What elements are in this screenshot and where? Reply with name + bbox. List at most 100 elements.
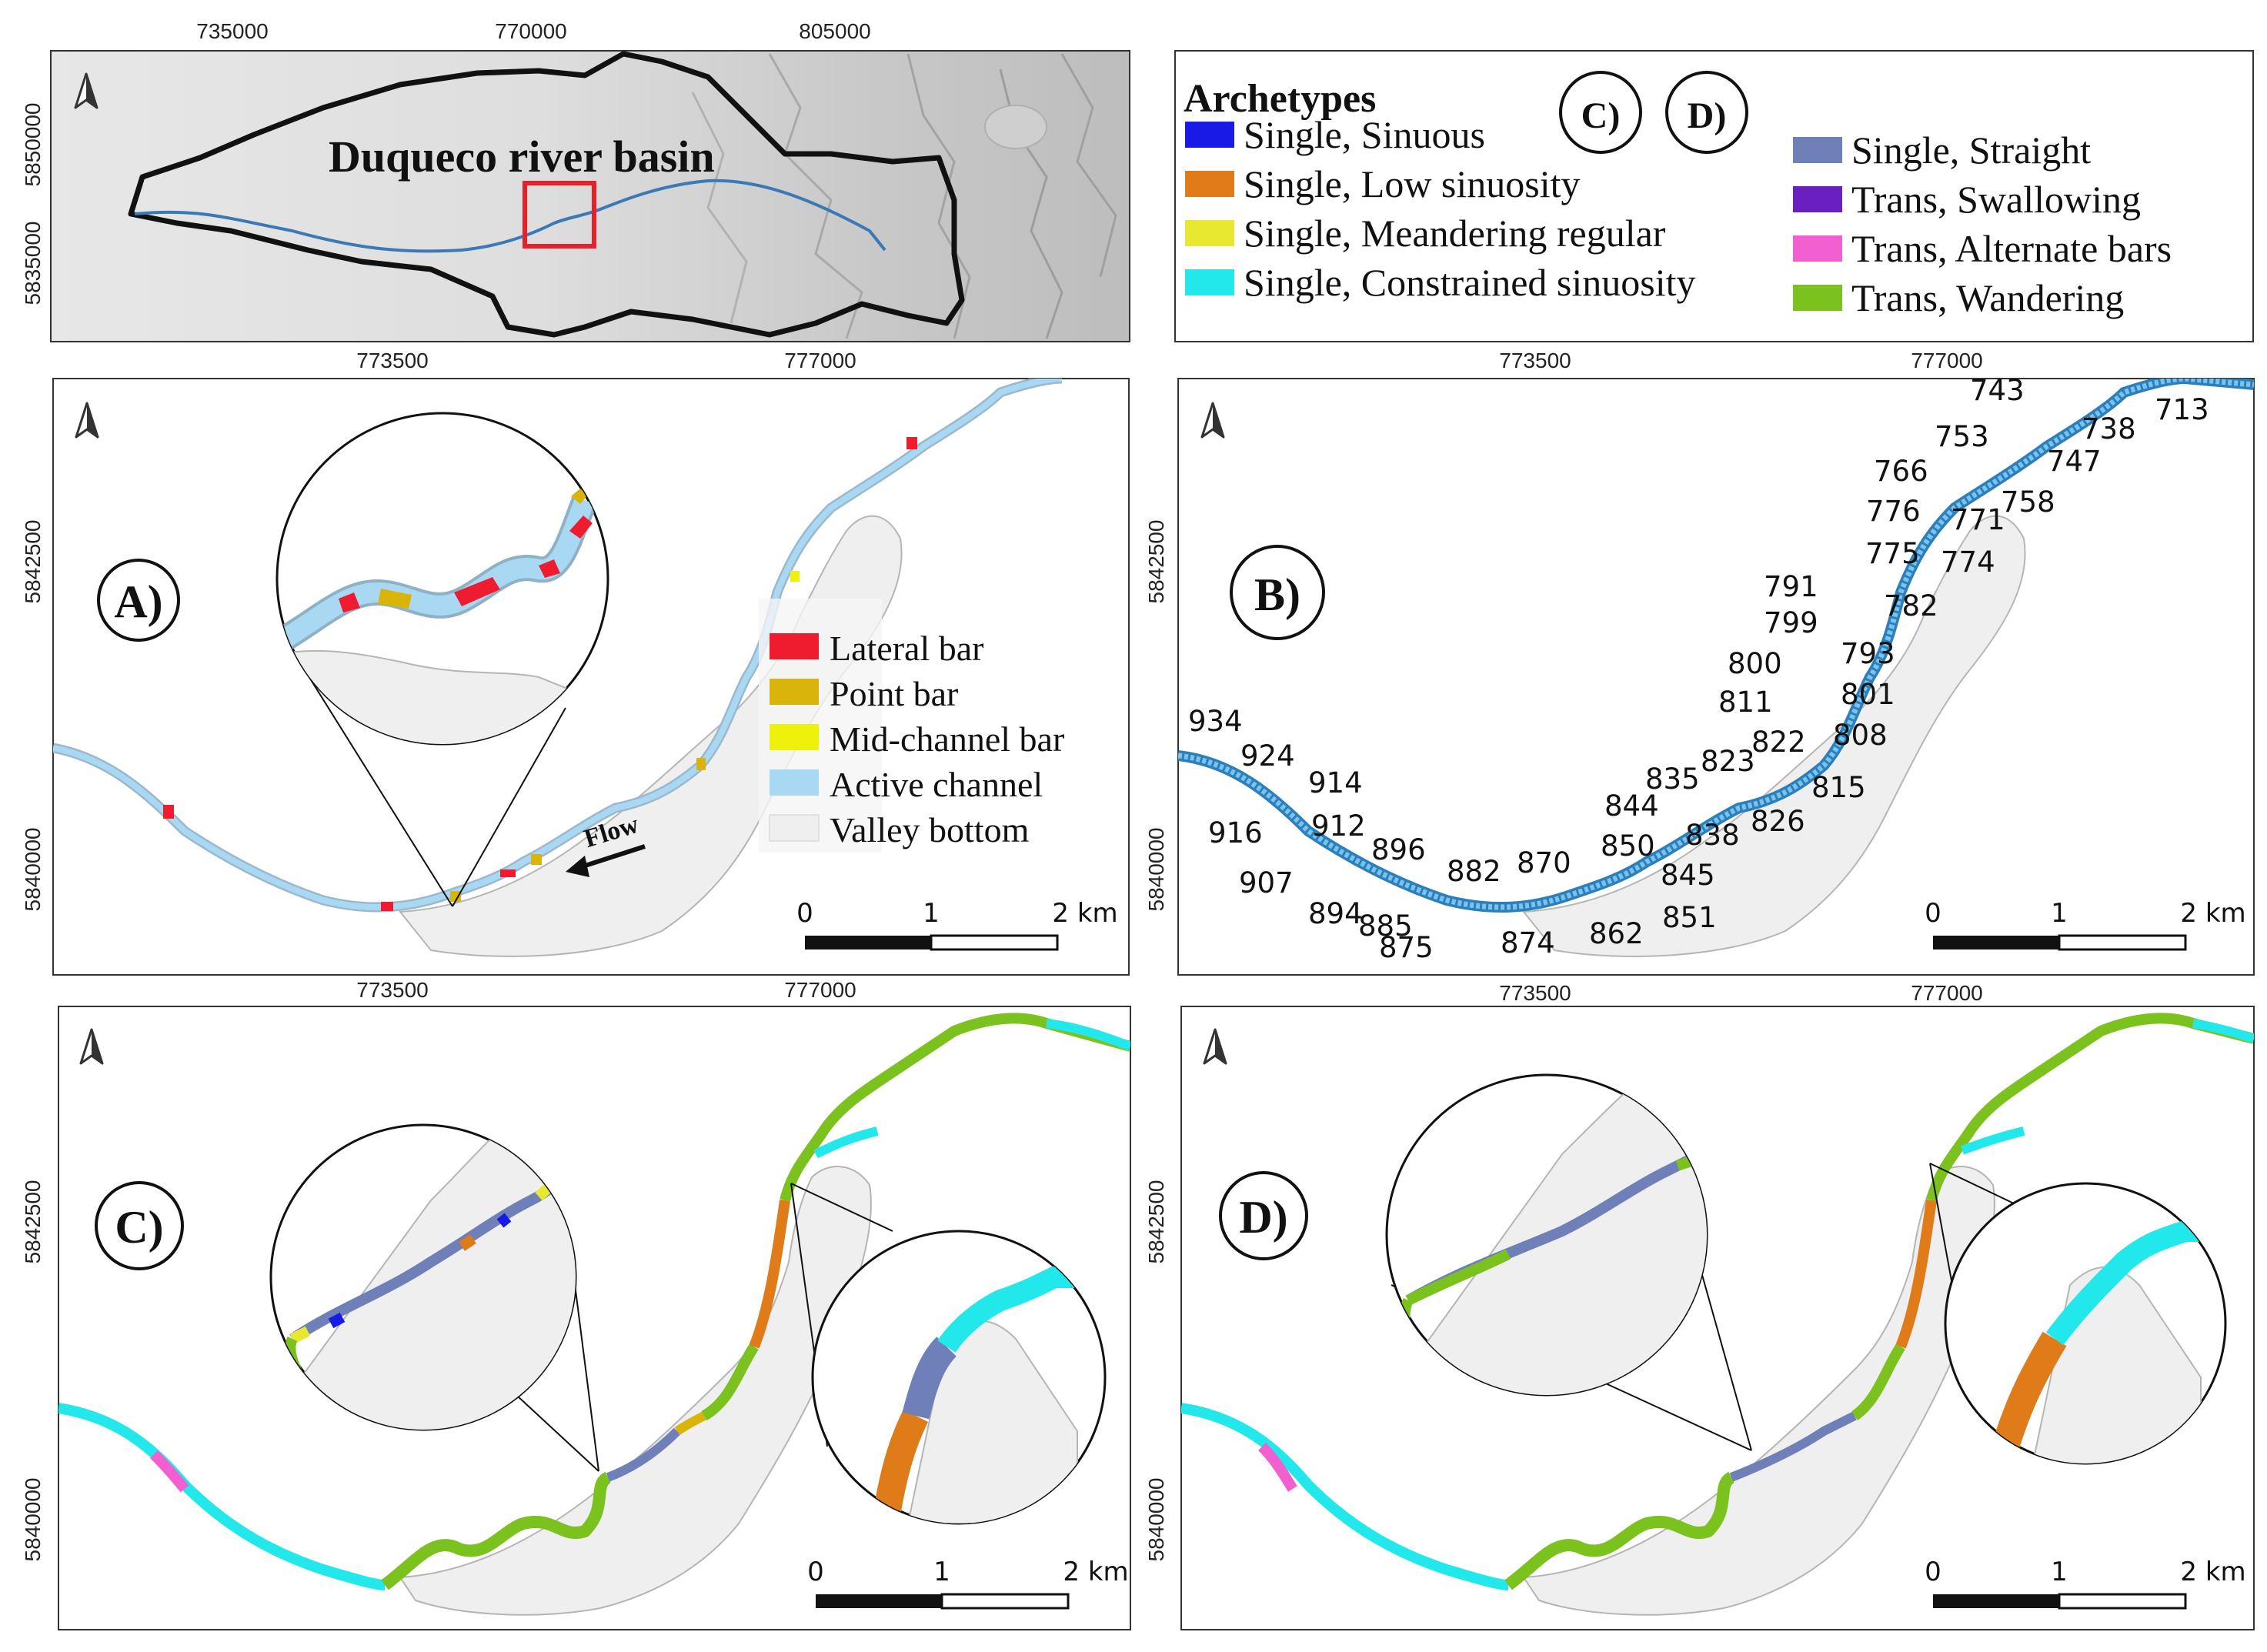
y-tick: 5842500 xyxy=(1144,1180,1168,1263)
panel-label: C) xyxy=(115,1202,163,1253)
legend-label: Single, Constrained sinuosity xyxy=(1244,261,1696,304)
x-tick: 777000 xyxy=(784,349,856,372)
panel-b-map: 743 713 738 753 747 766 758 776 771 775 774 791 782 7… xyxy=(1144,349,2255,976)
legend-swatch xyxy=(1185,220,1234,246)
reach-id-label: 845 xyxy=(1661,859,1715,892)
reach-id-label: 882 xyxy=(1447,855,1501,888)
panel-label: B) xyxy=(1254,569,1300,620)
legend-label: Single, Low sinuosity xyxy=(1244,162,1581,205)
reach-id-label: 766 xyxy=(1874,455,1928,488)
legend-label: Valley bottom xyxy=(830,810,1030,849)
legend-label: Single, Sinuous xyxy=(1244,113,1485,156)
reach-id-label: 800 xyxy=(1728,647,1782,680)
overview-y-tick: 5850000 xyxy=(21,102,45,186)
reach-id-label: 885 xyxy=(1358,909,1413,943)
scale-bar: 0 1 2 km xyxy=(1925,1557,2246,1610)
y-tick: 5842500 xyxy=(1144,519,1168,603)
reach-id-label: 758 xyxy=(2001,486,2055,519)
legend-label: Point bar xyxy=(830,674,958,713)
x-tick: 773500 xyxy=(1499,349,1571,372)
north-arrow-icon xyxy=(1200,402,1225,439)
legend-label: Trans, Swallowing xyxy=(1851,178,2141,221)
overview-river xyxy=(134,179,886,253)
panel-a-legend: Lateral bar Point bar Mid-channel bar Ac… xyxy=(759,599,1064,853)
reach-id-label: 914 xyxy=(1308,766,1363,799)
legend-label: Active channel xyxy=(830,765,1043,804)
y-tick: 5840000 xyxy=(21,827,45,911)
scale-label: 0 xyxy=(796,898,813,929)
legend-swatch xyxy=(1793,235,1842,262)
basin-title: Duqueco river basin xyxy=(329,132,715,182)
reach-id-label: 912 xyxy=(1311,809,1366,843)
reach-id-label: 835 xyxy=(1645,763,1700,796)
reach-id-label: 844 xyxy=(1604,789,1659,823)
reach-id-label: 916 xyxy=(1208,816,1263,849)
x-tick: 777000 xyxy=(1911,981,1982,1005)
panel-c-map: C) 0 1 2 km 773500 777000 5842500 584000… xyxy=(21,978,1131,1630)
scale-label: 0 xyxy=(1925,898,1941,929)
reach-id-label: 743 xyxy=(1970,374,2025,407)
scale-label: 1 xyxy=(2051,1557,2068,1587)
reach-id-label: 808 xyxy=(1833,719,1888,752)
reach-id-label: 738 xyxy=(2082,412,2136,446)
reach-id-label: 870 xyxy=(1517,846,1571,879)
panel-label: A) xyxy=(114,576,162,627)
legend-panel-ref xyxy=(1559,71,1642,154)
reach-id-label: 799 xyxy=(1764,606,1818,639)
reach-id-label: 823 xyxy=(1701,745,1755,778)
overview-hillshade xyxy=(50,50,1130,342)
reach-id-label: 907 xyxy=(1239,866,1294,899)
scale-label: 2 km xyxy=(2180,898,2245,929)
reach-id-label: 851 xyxy=(1662,901,1717,934)
study-area-box xyxy=(523,181,596,249)
reach-id-label: 793 xyxy=(1841,637,1895,670)
overview-x-tick: 735000 xyxy=(196,19,268,43)
north-arrow-icon xyxy=(79,1028,104,1065)
scale-label: 1 xyxy=(933,1557,950,1587)
reach-id-label: 801 xyxy=(1841,678,1895,711)
x-tick: 777000 xyxy=(1911,349,1982,372)
scale-bar: 0 1 2 km xyxy=(807,1557,1129,1610)
reach-id-label: 850 xyxy=(1601,829,1655,863)
overview-map: Duqueco river basin 735000 770000 805000… xyxy=(21,19,1130,342)
north-arrow-icon xyxy=(1203,1028,1227,1065)
legend-label: Trans, Alternate bars xyxy=(1851,227,2172,270)
bar-patches xyxy=(163,437,917,911)
reach-id-label: 775 xyxy=(1865,537,1920,570)
overview-x-tick: 770000 xyxy=(495,19,566,43)
reach-id-labels: 743 713 738 753 747 766 758 776 771 775 774 791 782 7… xyxy=(1188,374,2209,964)
reach-id-label: 934 xyxy=(1188,705,1243,738)
legend-swatch xyxy=(770,679,819,705)
legend-label: Single, Straight xyxy=(1851,128,2091,172)
reach-id-label: 791 xyxy=(1764,570,1818,603)
reach-id-label: 896 xyxy=(1371,833,1426,866)
legend-label: Single, Meandering regular xyxy=(1244,212,1666,255)
reach-id-label: 862 xyxy=(1589,917,1644,950)
scale-bar: 0 1 2 km xyxy=(796,898,1118,951)
legend-swatch xyxy=(1185,269,1234,295)
reach-id-label: 822 xyxy=(1751,726,1806,759)
overview-x-tick: 805000 xyxy=(799,19,870,43)
panel-a-map: A) Flow Lateral bar Point bar Mid-channe… xyxy=(21,349,1130,976)
reach-id-label: 811 xyxy=(1718,686,1773,719)
reach-id-label: 874 xyxy=(1501,926,1555,959)
north-arrow-icon xyxy=(75,402,99,439)
legend-swatch xyxy=(770,633,819,659)
scale-label: 2 km xyxy=(1063,1557,1128,1587)
reach-id-label: 838 xyxy=(1685,819,1740,852)
legend-swatch xyxy=(1793,186,1842,212)
reach-id-label: 713 xyxy=(2155,393,2209,426)
north-arrow-icon xyxy=(74,72,98,109)
y-tick: 5840000 xyxy=(1144,1477,1168,1561)
legend-items: Single, Sinuous Single, Low sinuosity Sing… xyxy=(1185,113,2172,319)
panel-d-map: D) 0 1 2 km 773500 777000 5842500 584000… xyxy=(1144,981,2255,1630)
reach-id-label: 815 xyxy=(1811,771,1866,804)
reach-id-label: 753 xyxy=(1935,420,1989,453)
legend-panel-ref-label: C) xyxy=(1581,95,1621,136)
overview-relief xyxy=(691,53,1117,339)
y-tick: 5840000 xyxy=(1144,827,1168,911)
flow-arrow-icon xyxy=(566,844,646,877)
x-tick: 777000 xyxy=(784,978,856,1002)
y-tick: 5842500 xyxy=(21,1180,45,1263)
